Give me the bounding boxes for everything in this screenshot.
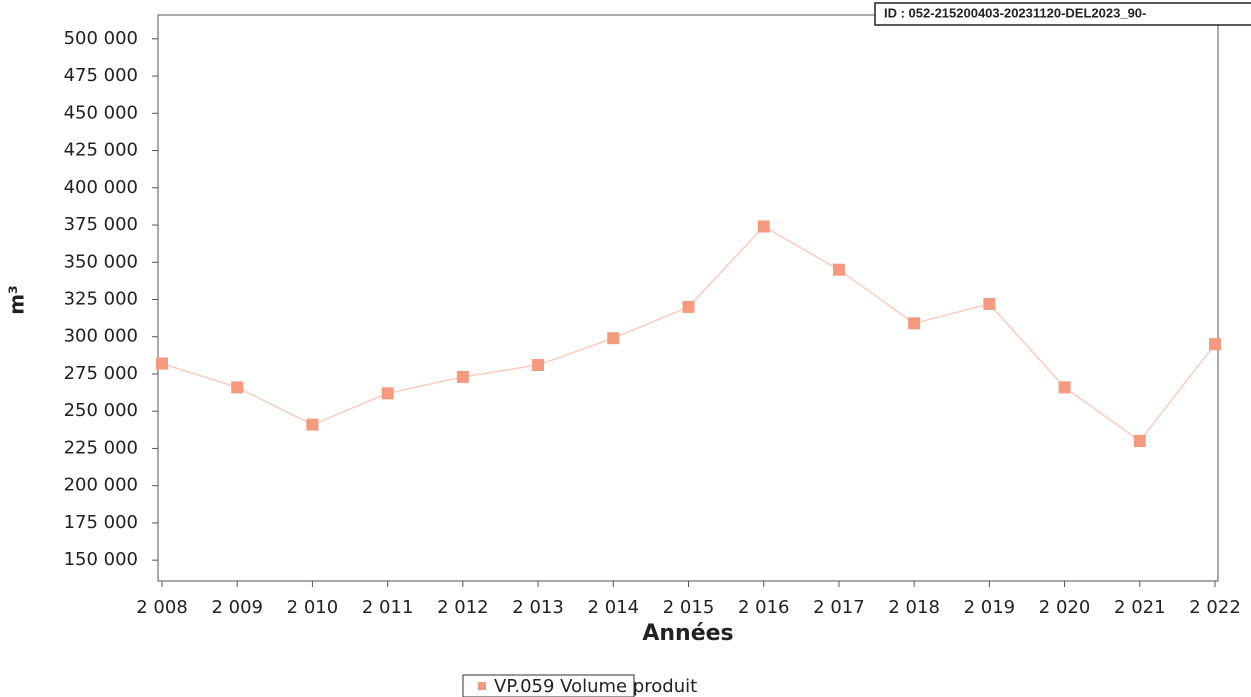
point	[231, 381, 244, 394]
y-tick-label: 325 000	[64, 288, 138, 309]
legend-swatch	[478, 682, 486, 690]
point	[607, 332, 620, 345]
y-tick-label: 200 000	[64, 475, 138, 496]
x-tick-label: 2 015	[663, 597, 715, 618]
y-tick-label: 400 000	[64, 177, 138, 198]
x-tick-label: 2 008	[136, 597, 188, 618]
legend-box	[462, 674, 635, 697]
x-tick-label: 2 013	[512, 597, 564, 618]
x-tick-label: 2 011	[362, 597, 414, 618]
legend-label: VP.059 Volume produit	[494, 676, 697, 697]
point	[532, 359, 545, 372]
y-tick-label: 225 000	[64, 437, 138, 458]
point	[832, 263, 845, 276]
y-tick-label: 425 000	[64, 140, 138, 161]
x-tick-label: 2 019	[964, 597, 1016, 618]
plot-frame	[157, 14, 1219, 582]
x-axis-label: Années	[642, 621, 733, 646]
point	[983, 297, 996, 310]
x-tick-label: 2 010	[287, 597, 339, 618]
x-tick-label: 2 014	[588, 597, 640, 618]
y-tick-label: 475 000	[64, 65, 138, 86]
point	[908, 317, 921, 330]
point	[757, 220, 770, 233]
stamp: ID : 052-215200403-20231120-DEL2023_90-	[884, 5, 1146, 20]
y-tick-label: 375 000	[64, 214, 138, 235]
point	[1058, 381, 1071, 394]
x-tick-label: 2 021	[1114, 597, 1166, 618]
y-tick-label: 275 000	[64, 363, 138, 384]
y-tick-label: 150 000	[64, 549, 138, 570]
y-tick-label: 350 000	[64, 251, 138, 272]
x-tick-label: 2 022	[1189, 597, 1241, 618]
point	[156, 357, 168, 370]
y-tick-label: 450 000	[64, 102, 138, 123]
point	[1209, 338, 1221, 351]
series-line	[161, 225, 1216, 443]
x-tick-label: 2 017	[813, 597, 865, 618]
x-tick-label: 2 016	[738, 597, 790, 618]
x-tick-label: 2 018	[888, 597, 940, 618]
stamp-box	[874, 2, 1251, 26]
point	[456, 370, 469, 383]
x-tick-label: 2 012	[437, 597, 489, 618]
point	[682, 300, 695, 313]
y-tick-label: 500 000	[64, 28, 138, 49]
x-tick-label: 2 009	[211, 597, 263, 618]
point	[1133, 434, 1146, 447]
x-tick-label: 2 020	[1039, 597, 1091, 618]
y-tick-label: 175 000	[64, 512, 138, 533]
y-tick-label: 250 000	[64, 400, 138, 421]
y-tick-label: 300 000	[64, 326, 138, 347]
point	[306, 418, 319, 431]
point	[381, 387, 394, 400]
y-axis-label: m³	[5, 285, 29, 315]
